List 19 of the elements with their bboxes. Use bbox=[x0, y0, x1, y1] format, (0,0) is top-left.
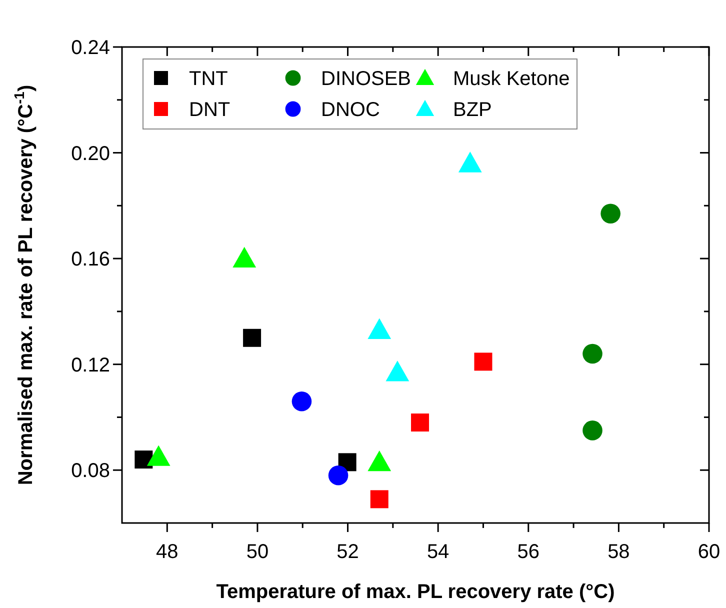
legend-label: DNT bbox=[189, 99, 230, 121]
x-tick-label: 58 bbox=[608, 541, 630, 563]
y-tick-label: 0.16 bbox=[71, 248, 110, 271]
y-tick-label: 0.24 bbox=[71, 37, 110, 59]
x-tick-label: 48 bbox=[156, 541, 178, 563]
x-axis-title: Temperature of max. PL recovery rate (°C) bbox=[216, 581, 615, 603]
x-tick-label: 56 bbox=[517, 541, 540, 563]
y-tick-label: 0.12 bbox=[71, 354, 110, 376]
x-tick-label: 50 bbox=[246, 541, 269, 563]
legend-label: BZP bbox=[453, 99, 492, 121]
legend-label: TNT bbox=[189, 68, 228, 90]
legend-label: Musk Ketone bbox=[453, 68, 570, 90]
legend-label: DNOC bbox=[321, 99, 380, 121]
x-tick-label: 54 bbox=[426, 541, 450, 563]
y-tick-label: 0.08 bbox=[71, 460, 110, 482]
y-tick-label: 0.20 bbox=[71, 142, 110, 165]
x-tick-label: 60 bbox=[698, 541, 720, 563]
x-tick-label: 52 bbox=[336, 541, 359, 563]
legend-label: DINOSEB bbox=[321, 68, 412, 90]
